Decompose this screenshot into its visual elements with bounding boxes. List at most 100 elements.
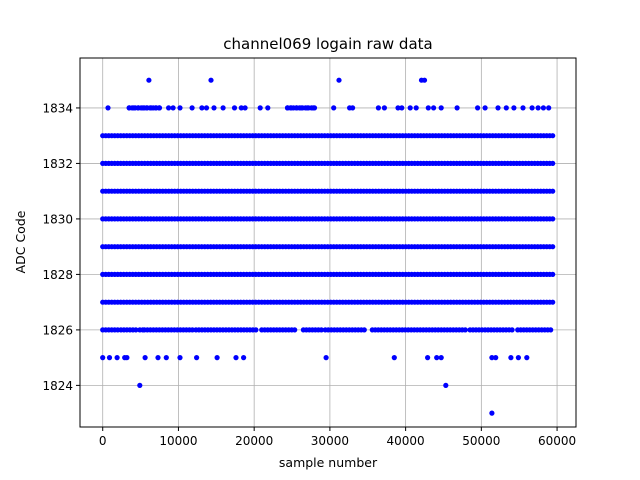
data-point — [166, 105, 172, 111]
data-point — [133, 327, 139, 333]
series-level-1831 — [100, 188, 556, 194]
data-point — [292, 327, 298, 333]
data-point — [203, 105, 210, 111]
data-point — [199, 105, 205, 111]
data-points — [100, 77, 556, 416]
data-point — [489, 410, 495, 416]
data-point — [140, 105, 146, 111]
data-point — [421, 77, 428, 83]
data-point — [220, 105, 226, 111]
data-point — [548, 327, 554, 333]
series-level-1829 — [100, 244, 556, 250]
y-tick-label: 1824 — [42, 379, 73, 393]
data-point — [438, 105, 444, 111]
data-point — [550, 244, 556, 250]
data-point — [177, 355, 183, 361]
data-point — [438, 355, 444, 361]
data-point — [391, 355, 397, 361]
data-point — [170, 105, 176, 111]
data-point — [288, 105, 294, 111]
data-point — [265, 105, 271, 111]
x-tick-label: 60000 — [538, 434, 576, 448]
data-point — [529, 105, 535, 111]
data-point — [106, 355, 113, 361]
data-point — [361, 327, 367, 333]
plot-area-frame — [79, 57, 577, 428]
y-axis-ticks: 1824 1826 1828 1830 1832 1834 — [42, 101, 80, 393]
data-point — [148, 105, 154, 111]
data-point — [284, 105, 291, 111]
data-point — [155, 355, 161, 361]
data-point — [242, 105, 248, 111]
data-point — [323, 355, 329, 361]
data-point — [126, 105, 132, 111]
data-point — [550, 133, 556, 139]
data-point — [310, 105, 316, 111]
x-tick-label: 50000 — [462, 434, 500, 448]
y-tick-label: 1830 — [42, 212, 73, 226]
data-point — [304, 105, 310, 111]
data-point — [495, 105, 501, 111]
x-tick-label: 20000 — [235, 434, 273, 448]
x-tick-label: 0 — [99, 434, 107, 448]
x-axis-ticks: 0 10000 20000 30000 40000 50000 60000 — [99, 427, 576, 448]
data-point — [524, 355, 530, 361]
data-point — [294, 105, 300, 111]
data-point — [124, 355, 130, 361]
data-point — [535, 105, 541, 111]
data-point — [550, 188, 556, 194]
data-point — [375, 105, 381, 111]
data-point — [241, 355, 247, 361]
data-point — [425, 355, 431, 361]
data-point — [503, 105, 509, 111]
data-point — [475, 105, 481, 111]
data-point — [540, 105, 547, 111]
data-point — [493, 355, 499, 361]
data-point — [142, 355, 148, 361]
data-point — [550, 216, 556, 222]
data-point — [163, 355, 169, 361]
data-point — [194, 355, 200, 361]
data-point — [238, 105, 244, 111]
series-level-1826 — [100, 327, 554, 333]
data-point — [336, 77, 342, 83]
data-point — [156, 105, 163, 111]
data-point — [100, 355, 106, 361]
x-axis-label: sample number — [279, 455, 378, 470]
data-point — [425, 105, 431, 111]
series-level-1827 — [100, 299, 556, 305]
data-point — [146, 77, 152, 83]
y-axis-label: ADC Code — [13, 210, 28, 273]
data-point — [462, 327, 468, 333]
data-point — [381, 105, 387, 111]
data-point — [153, 105, 159, 111]
data-point — [489, 355, 495, 361]
series-level-1832 — [100, 160, 556, 166]
data-point — [515, 355, 522, 361]
data-point — [550, 299, 556, 305]
series-level-1828 — [100, 271, 556, 277]
data-point — [482, 105, 488, 111]
outlier-points — [100, 77, 552, 416]
data-point — [257, 105, 263, 111]
data-point — [434, 355, 440, 361]
data-point — [135, 105, 141, 111]
data-point — [137, 382, 143, 388]
data-point — [233, 355, 239, 361]
y-tick-label: 1834 — [42, 101, 73, 115]
data-point — [208, 77, 214, 83]
chart-title: channel069 logain raw data — [223, 35, 432, 53]
data-point — [189, 105, 195, 111]
data-point — [520, 105, 526, 111]
data-point — [253, 327, 259, 333]
series-level-1833 — [100, 133, 556, 139]
data-point — [177, 105, 183, 111]
data-point — [231, 105, 238, 111]
x-tick-label: 40000 — [387, 434, 425, 448]
data-point — [331, 105, 337, 111]
data-point — [511, 105, 517, 111]
data-point — [509, 327, 515, 333]
data-point — [395, 105, 401, 111]
